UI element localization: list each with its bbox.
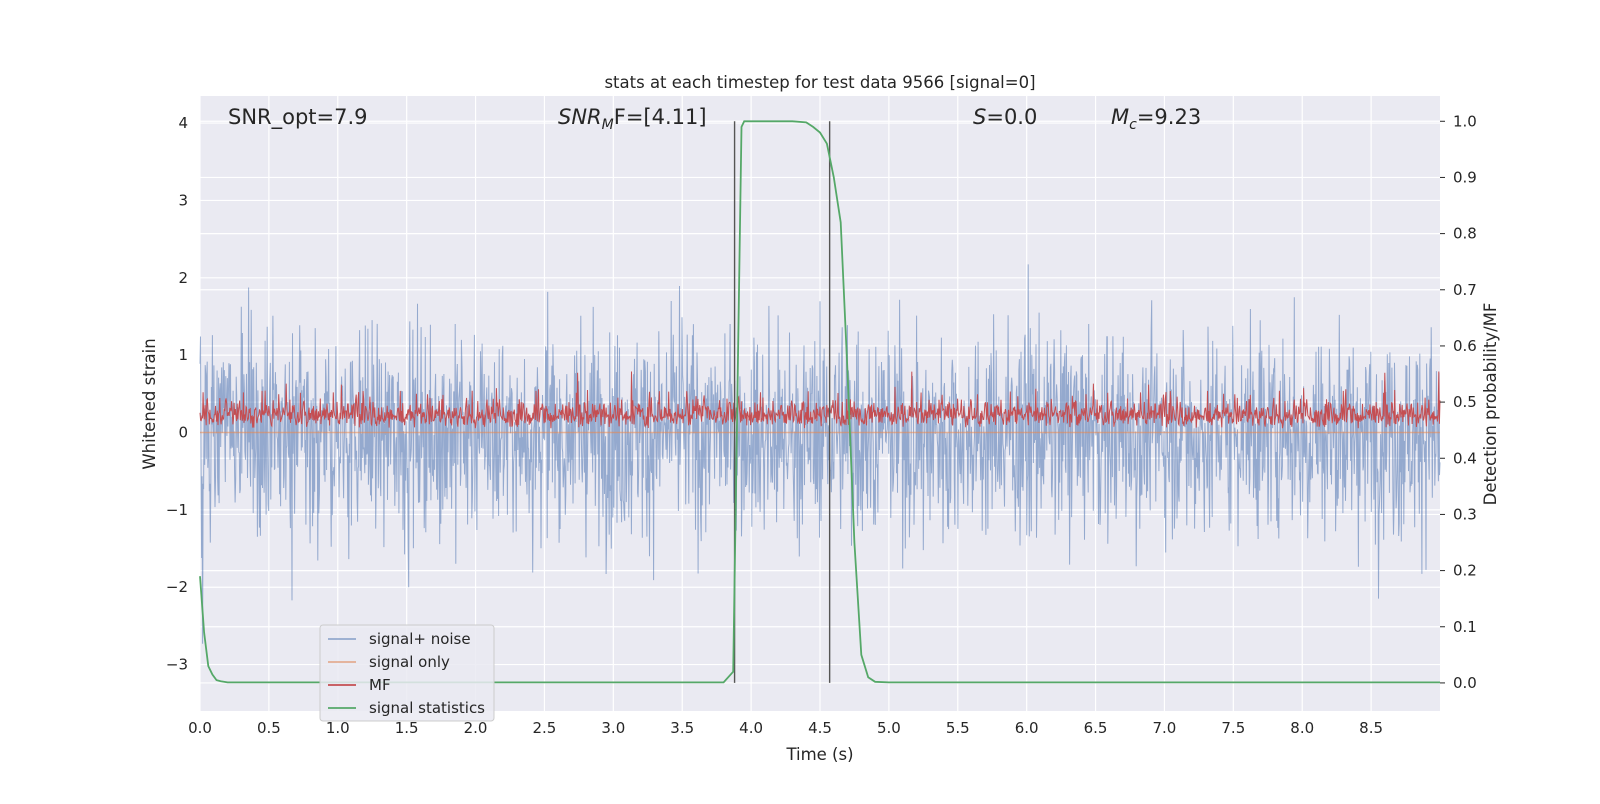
legend-label-mf: MF	[369, 676, 391, 694]
legend-label-signal-only: signal only	[369, 653, 450, 671]
annotation-snr-opt: SNR_opt=7.9	[228, 105, 368, 130]
x-tick-label: 1.5	[395, 719, 419, 737]
x-tick-label: 3.0	[601, 719, 625, 737]
x-tick-label: 5.0	[877, 719, 901, 737]
legend-box	[319, 624, 495, 722]
x-tick-label: 8.0	[1290, 719, 1314, 737]
series-signal-noise-line	[199, 264, 1441, 644]
x-axis-ticks: 0.0 0.5 1.0 1.5 2.0 2.5 3.0 3.5 4.0 4.5 5.0 5.5 6.0 6…	[188, 719, 1383, 737]
right-axis-ticks: 0.0 0.1 0.2 0.3 0.4 0.5 0.6 0.7 0.8 0.9 1.0	[1440, 112, 1477, 692]
x-tick-label: 2.0	[464, 719, 488, 737]
right-tick-label: 0.8	[1453, 225, 1477, 243]
right-tick-label: 0.5	[1453, 393, 1477, 411]
right-tick-label: 0.0	[1453, 674, 1477, 692]
x-tick-label: 7.5	[1221, 719, 1245, 737]
chart-title: stats at each timestep for test data 956…	[604, 73, 1035, 92]
legend-label-signal-noise: signal+ noise	[369, 630, 471, 648]
legend-label-signal-statistics: signal statistics	[369, 699, 485, 717]
legend: signal+ noise signal only MF signal stat…	[319, 624, 495, 722]
right-tick-label: 0.7	[1453, 281, 1477, 299]
plot-area	[199, 120, 1441, 684]
right-tick-label: 0.3	[1453, 505, 1477, 523]
right-tick-label: 0.9	[1453, 168, 1477, 186]
y-axis-label: Whitened strain	[140, 338, 159, 469]
y-tick-label: 2	[178, 269, 188, 287]
x-tick-label: 8.5	[1359, 719, 1383, 737]
y-tick-label: 3	[178, 191, 188, 209]
annotation-snr-mf: SNRMF=[4.11]	[558, 105, 707, 133]
right-tick-label: 0.1	[1453, 618, 1477, 636]
y-tick-label: 4	[178, 114, 188, 132]
series-signal-statistics-line	[199, 120, 1440, 684]
y-tick-label: 0	[178, 424, 188, 442]
annotation-s: S=0.0	[973, 105, 1037, 129]
x-tick-label: 6.0	[1015, 719, 1039, 737]
x-tick-label: 0.5	[257, 719, 281, 737]
right-tick-label: 0.6	[1453, 337, 1477, 355]
right-axis-label: Detection probability/MF	[1481, 303, 1500, 506]
y-axis-ticks: −3 −2 −1 0 1 2 3 4	[166, 114, 188, 674]
series-mf-line	[199, 371, 1441, 429]
x-axis-label: Time (s)	[785, 745, 853, 764]
x-tick-label: 6.5	[1084, 719, 1108, 737]
x-tick-label: 4.5	[808, 719, 832, 737]
x-tick-label: 1.0	[326, 719, 350, 737]
annotation-mc: Mc=9.23	[1111, 105, 1201, 133]
y-tick-label: −2	[166, 578, 188, 596]
y-tick-label: 1	[178, 346, 188, 364]
x-tick-label: 3.5	[670, 719, 694, 737]
right-tick-label: 0.4	[1453, 449, 1477, 467]
y-tick-label: −3	[166, 656, 188, 674]
y-tick-label: −1	[166, 501, 188, 519]
x-tick-label: 2.5	[533, 719, 557, 737]
x-tick-label: 4.0	[739, 719, 763, 737]
x-tick-label: 0.0	[188, 719, 212, 737]
right-tick-label: 1.0	[1453, 112, 1477, 130]
right-tick-label: 0.2	[1453, 562, 1477, 580]
x-tick-label: 7.0	[1153, 719, 1177, 737]
x-tick-label: 5.5	[946, 719, 970, 737]
